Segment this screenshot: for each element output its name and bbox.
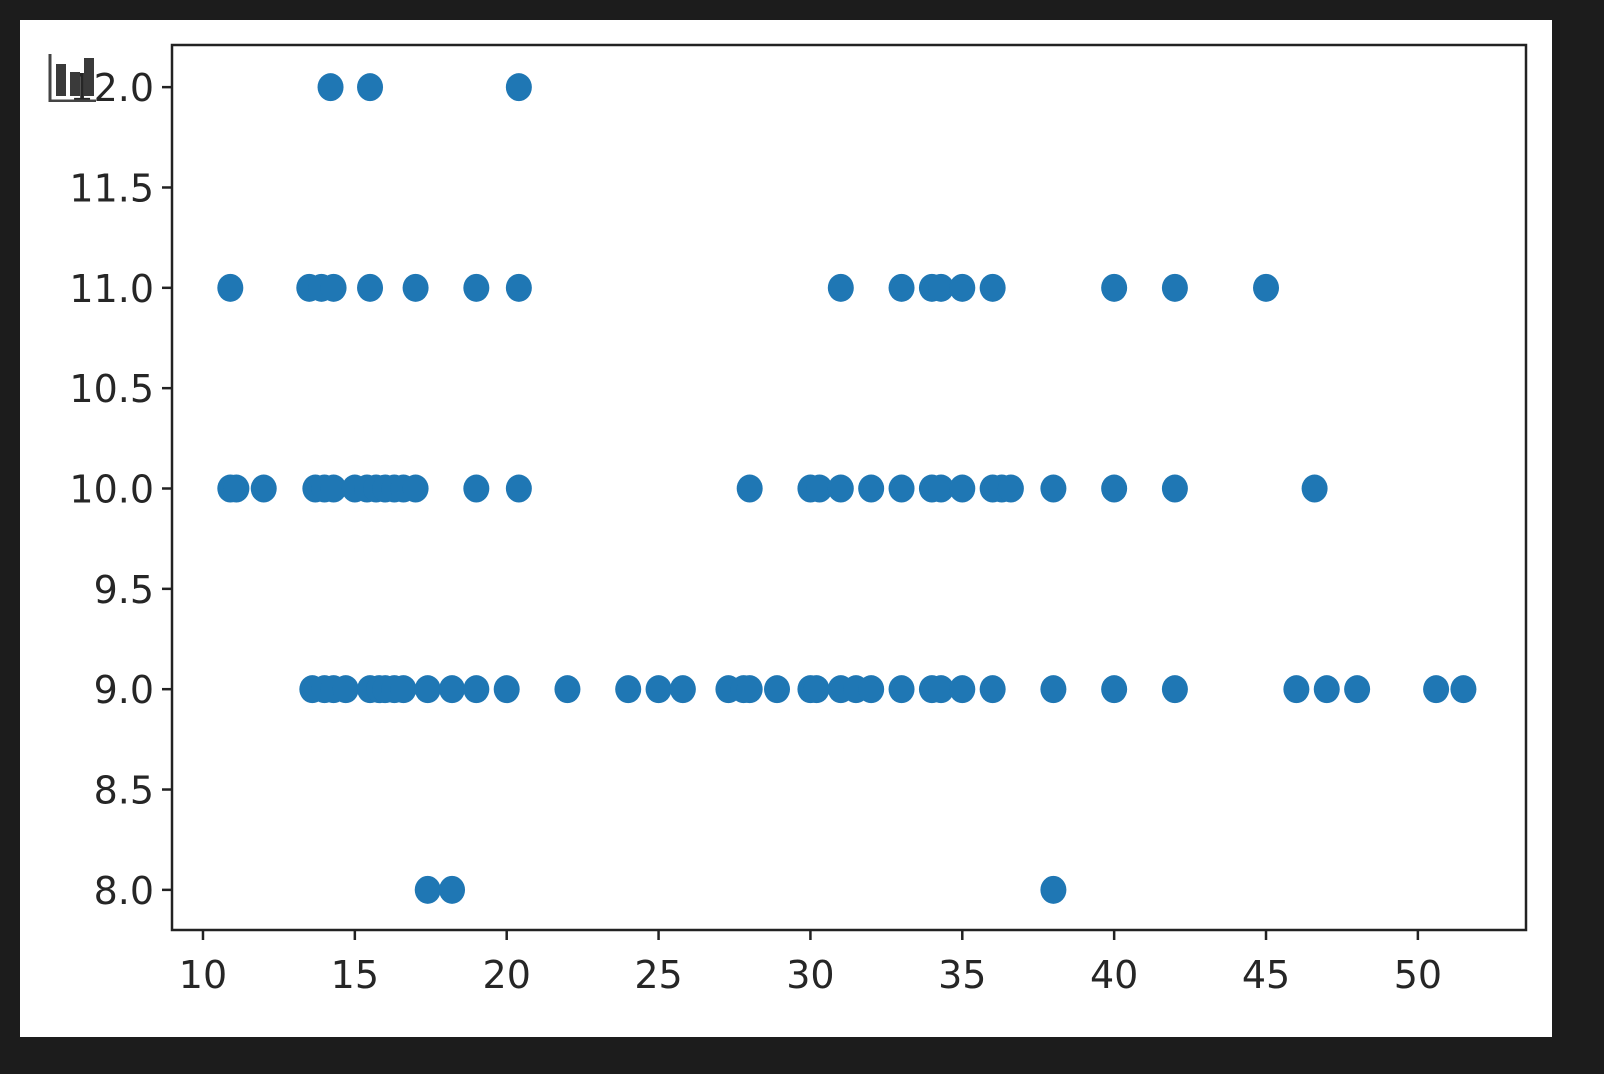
scatter-point bbox=[357, 73, 384, 102]
scatter-point bbox=[949, 675, 976, 704]
x-tick-label: 15 bbox=[331, 953, 379, 997]
scatter-point bbox=[1450, 675, 1477, 704]
scatter-point bbox=[402, 273, 429, 302]
scatter-point bbox=[1301, 474, 1328, 503]
scatter-point bbox=[217, 273, 244, 302]
x-tick-label: 40 bbox=[1090, 953, 1138, 997]
scatter-point bbox=[928, 675, 955, 704]
y-tick-label: 11.5 bbox=[69, 166, 154, 210]
scatter-point bbox=[463, 474, 490, 503]
y-tick-label: 8.5 bbox=[94, 769, 154, 813]
scatter-point bbox=[414, 675, 441, 704]
x-tick-label: 35 bbox=[938, 953, 986, 997]
scatter-point bbox=[858, 474, 885, 503]
scatter-point bbox=[1344, 675, 1371, 704]
bar-chart-icon[interactable] bbox=[48, 52, 96, 102]
scatter-point bbox=[414, 875, 441, 904]
x-tick-label: 50 bbox=[1394, 953, 1442, 997]
x-tick-label: 30 bbox=[786, 953, 834, 997]
scatter-point bbox=[1040, 474, 1067, 503]
scatter-point bbox=[1040, 675, 1067, 704]
scatter-point bbox=[554, 675, 581, 704]
y-tick-label: 10.0 bbox=[69, 468, 154, 512]
x-tick-label: 25 bbox=[634, 953, 682, 997]
scatter-point bbox=[1101, 273, 1128, 302]
scatter-point bbox=[615, 675, 642, 704]
x-tick-label: 45 bbox=[1242, 953, 1290, 997]
scatter-point bbox=[645, 675, 672, 704]
scatter-point bbox=[928, 273, 955, 302]
scatter-point bbox=[463, 273, 490, 302]
scatter-point bbox=[1101, 675, 1128, 704]
y-axis: 8.0 8.5 9.0 9.5 10.0 10.5 11.0 11.5 12.0 bbox=[69, 66, 172, 913]
scatter-point bbox=[505, 73, 532, 102]
scatter-point bbox=[888, 675, 915, 704]
scatter-point bbox=[223, 474, 250, 503]
y-tick-label: 11.0 bbox=[69, 267, 154, 311]
scatter-point bbox=[1253, 273, 1280, 302]
y-tick-label: 8.0 bbox=[94, 869, 154, 913]
scatter-point bbox=[827, 273, 854, 302]
scatter-point bbox=[858, 675, 885, 704]
y-tick-label: 9.5 bbox=[94, 568, 154, 612]
scatter-point bbox=[827, 474, 854, 503]
scatter-point bbox=[806, 474, 833, 503]
scatter-point bbox=[1101, 474, 1128, 503]
scatter-point bbox=[505, 273, 532, 302]
scatter-point bbox=[888, 273, 915, 302]
x-tick-label: 10 bbox=[179, 953, 227, 997]
scatter-point bbox=[493, 675, 520, 704]
scatter-point bbox=[1423, 675, 1450, 704]
points-layer bbox=[217, 73, 1477, 904]
scatter-point bbox=[803, 675, 830, 704]
scatter-point bbox=[997, 474, 1024, 503]
output-panel: 10 15 20 25 30 35 40 45 50 8.0 8.5 9.0 9.5 10.0 10.5 1… bbox=[20, 20, 1552, 1037]
y-tick-label: 10.5 bbox=[69, 367, 154, 411]
scatter-point bbox=[402, 474, 429, 503]
scatter-point bbox=[439, 675, 466, 704]
scatter-point bbox=[332, 675, 359, 704]
scatter-point bbox=[928, 474, 955, 503]
scatter-point bbox=[949, 474, 976, 503]
y-tick-label: 9.0 bbox=[94, 668, 154, 712]
scatter-point bbox=[949, 273, 976, 302]
scatter-point bbox=[505, 474, 532, 503]
scatter-point bbox=[357, 273, 384, 302]
scatter-point bbox=[390, 675, 417, 704]
scatter-point bbox=[669, 675, 696, 704]
y-tick-label: 12.0 bbox=[69, 66, 154, 110]
scatter-point bbox=[888, 474, 915, 503]
scatter-point bbox=[320, 273, 347, 302]
scatter-point bbox=[764, 675, 791, 704]
scatter-chart: 10 15 20 25 30 35 40 45 50 8.0 8.5 9.0 9.5 10.0 10.5 1… bbox=[69, 43, 1528, 997]
scatter-point bbox=[1283, 675, 1310, 704]
scatter-point bbox=[1040, 875, 1067, 904]
scatter-point bbox=[1161, 675, 1188, 704]
scatter-point bbox=[979, 675, 1006, 704]
x-axis: 10 15 20 25 30 35 40 45 50 bbox=[179, 930, 1442, 997]
scatter-point bbox=[736, 474, 763, 503]
scatter-point bbox=[320, 474, 347, 503]
scatter-point bbox=[463, 675, 490, 704]
scatter-point bbox=[736, 675, 763, 704]
scatter-point bbox=[250, 474, 277, 503]
x-tick-label: 20 bbox=[483, 953, 531, 997]
scatter-point bbox=[1313, 675, 1340, 704]
scatter-point bbox=[439, 875, 466, 904]
scatter-point bbox=[1161, 474, 1188, 503]
scatter-point bbox=[317, 73, 344, 102]
scatter-point bbox=[1161, 273, 1188, 302]
scatter-point bbox=[979, 273, 1006, 302]
